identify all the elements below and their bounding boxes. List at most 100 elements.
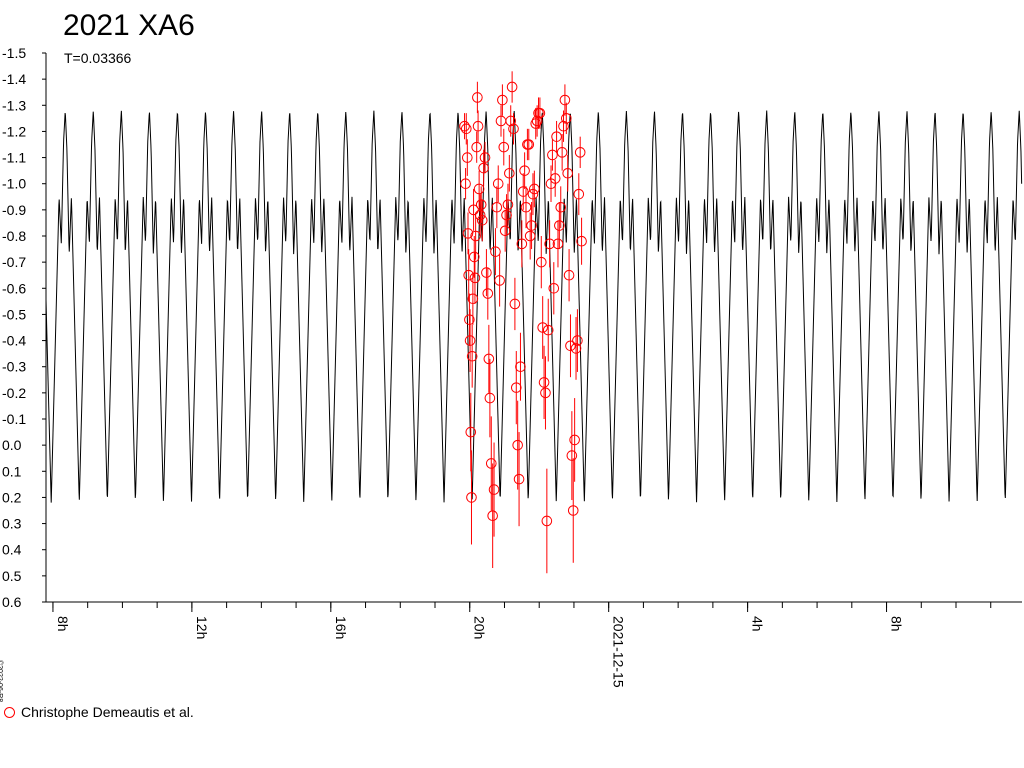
y-tick: 0.2 [2,489,46,505]
y-tick: -1.0 [2,176,46,192]
x-tick-label: 16h [333,616,349,639]
data-point [466,324,478,388]
data-point [555,186,567,229]
point-marker [466,350,478,362]
point-marker [531,115,543,127]
data-point [574,136,586,169]
x-tick: 12h [191,602,210,639]
y-tick: -0.5 [2,306,46,322]
point-marker [492,178,504,190]
point-marker [551,131,562,142]
data-point [478,149,489,187]
point-marker [548,282,560,294]
point-marker [463,269,475,281]
x-tick-label: 20h [472,616,488,639]
y-tick-label: 0.2 [2,489,22,505]
point-marker [516,238,528,250]
data-point [572,309,583,372]
data-point [460,113,472,145]
data-point [463,249,475,302]
data-point [473,170,485,208]
data-point [526,202,537,250]
data-point [554,202,565,250]
point-marker [530,118,542,129]
point-marker [476,215,488,226]
point-marker [562,167,573,179]
data-point [488,442,500,537]
point-marker [483,353,495,365]
point-marker [464,314,475,325]
y-tick: -0.8 [2,228,46,244]
point-marker [512,439,523,451]
data-point [472,81,483,114]
data-point [542,298,554,362]
point-marker [482,288,494,299]
x-tick-label: 4h [750,616,766,632]
y-tick-label: -0.7 [2,254,26,270]
point-marker [501,209,512,221]
data-point [512,400,523,490]
point-marker [462,152,473,163]
data-point [462,139,473,176]
data-point [467,272,479,325]
y-tick: 0.0 [2,437,46,453]
chart-subtitle: T=0.03366 [64,50,132,66]
point-marker [466,492,477,503]
y-tick-label: -1.3 [2,97,26,113]
y-tick-label: -0.4 [2,333,26,349]
legend-series-label: Christophe Demeautis et al. [21,704,194,720]
point-marker [563,269,575,281]
data-point [573,173,585,216]
data-point [531,105,543,137]
data-point [508,113,519,145]
data-point [551,120,562,153]
y-tick: -1.3 [2,97,46,113]
point-marker [498,141,510,153]
point-marker [474,209,486,221]
data-point [566,411,578,501]
data-point [552,220,564,268]
data-point [548,262,560,315]
point-marker [523,139,535,150]
y-tick-label: 0.4 [2,542,22,558]
y-tick: 0.4 [2,542,46,558]
data-point [505,105,517,137]
data-point [476,199,488,242]
y-tick: -1.4 [2,71,46,87]
x-tick-label: 8h [55,616,71,632]
data-point [498,128,510,166]
data-point [459,113,470,140]
data-point [504,154,515,192]
data-point [556,134,568,171]
y-tick: -0.7 [2,254,46,270]
point-marker [481,267,492,278]
point-marker [491,201,503,213]
data-point [547,139,558,171]
x-tick-label: 12h [194,616,210,639]
point-marker [504,167,515,179]
data-point [524,212,536,260]
point-marker [510,382,522,393]
data-point [485,416,497,511]
y-tick-label: -0.5 [2,306,26,322]
y-tick-label: 0.6 [2,594,22,610]
point-marker [515,361,526,373]
data-point [501,194,512,236]
data-point [475,186,487,223]
axes: -1.5 -1.4 -1.3 -1.2 -1.1 -1.0 -0.9 -0.8 -0.7 -0.6… [2,45,1022,688]
point-marker [570,343,582,354]
x-tick: 4h [747,602,766,632]
data-point [540,356,551,430]
point-marker [542,324,554,336]
point-marker [499,225,511,237]
point-marker [574,147,586,158]
point-marker [547,149,558,161]
y-tick-label: 0.3 [2,516,22,532]
y-tick-label: -1.1 [2,150,26,166]
data-point [520,186,532,229]
y-tick-label: -0.8 [2,228,26,244]
point-marker [529,183,540,195]
data-point [482,267,494,320]
point-marker [541,515,553,527]
point-marker [537,322,548,333]
